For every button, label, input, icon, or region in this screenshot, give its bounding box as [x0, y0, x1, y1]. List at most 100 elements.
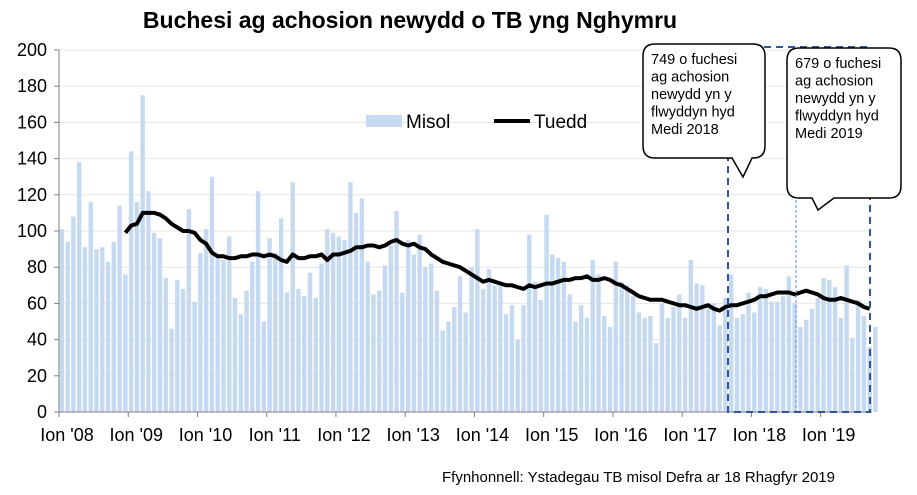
bar: [775, 301, 780, 412]
callout-bubble: [642, 43, 766, 179]
x-tick-label: Ion '09: [109, 425, 162, 445]
bar: [123, 274, 128, 412]
bar: [65, 241, 70, 412]
bar: [792, 303, 797, 412]
x-tick-label: Ion '19: [802, 425, 855, 445]
x-tick-label: Ion '10: [179, 425, 232, 445]
x-tick-label: Ion '16: [594, 425, 647, 445]
callout-text: 679 o fuchesi: [795, 56, 881, 72]
bar: [573, 321, 578, 412]
bar: [763, 288, 769, 412]
y-tick-label: 100: [17, 221, 47, 241]
bar: [642, 317, 647, 412]
bar: [469, 267, 474, 412]
y-tick-label: 200: [17, 40, 47, 60]
y-tick-label: 80: [27, 257, 47, 277]
bar: [855, 299, 861, 412]
bar: [602, 316, 607, 412]
bar: [238, 314, 243, 412]
bar: [88, 202, 93, 412]
bar: [411, 254, 417, 412]
bar: [700, 285, 705, 412]
callout-text: newydd yn y: [795, 91, 876, 107]
bar: [255, 191, 261, 412]
bar: [140, 95, 145, 412]
bar: [169, 328, 174, 412]
legend-label-tuedd: Tuedd: [534, 112, 587, 133]
bar: [492, 285, 497, 412]
x-tick-label: Ion '14: [456, 425, 509, 445]
bar: [100, 247, 105, 412]
x-tick-label: Ion '11: [249, 425, 301, 445]
bar: [578, 305, 584, 412]
bar: [619, 281, 624, 412]
bar: [198, 252, 203, 412]
bar: [353, 212, 359, 412]
bar: [215, 254, 220, 412]
bar: [359, 198, 365, 412]
bar: [377, 290, 382, 412]
bar: [694, 283, 699, 412]
bar: [146, 191, 151, 412]
callout-text: ag achosion: [651, 70, 729, 86]
bar: [175, 279, 180, 412]
bar: [590, 259, 595, 412]
y-tick-label: 0: [37, 402, 47, 422]
bar: [844, 265, 849, 412]
bar: [677, 294, 682, 412]
y-tick-label: 40: [27, 330, 47, 350]
bar: [873, 326, 878, 412]
bar: [515, 339, 520, 412]
bar: [203, 229, 209, 412]
y-tick-label: 120: [17, 185, 47, 205]
bar: [682, 317, 688, 412]
bar: [498, 285, 503, 412]
bar: [555, 258, 561, 412]
bar: [227, 236, 232, 412]
bar: [296, 288, 301, 412]
bar: [267, 238, 272, 412]
bar: [307, 272, 313, 412]
bar: [723, 297, 728, 412]
bar: [746, 292, 751, 412]
source-note: Ffynhonnell: Ystadegau TB misol Defra ar…: [442, 469, 835, 486]
bar: [244, 290, 249, 412]
bar: [313, 297, 318, 412]
bar: [94, 249, 99, 412]
bar: [665, 317, 670, 412]
bar: [417, 234, 422, 412]
bar: [705, 307, 711, 412]
bar: [163, 278, 168, 412]
bar: [786, 276, 792, 412]
bar: [105, 261, 111, 412]
bar: [821, 278, 826, 412]
bar: [613, 261, 619, 412]
bar: [861, 316, 867, 412]
bar: [544, 214, 549, 412]
bar: [509, 305, 515, 412]
bar: [717, 325, 722, 412]
bar: [400, 292, 405, 412]
bar: [475, 229, 480, 412]
bar: [388, 245, 393, 412]
bar: [209, 176, 215, 412]
bar: [740, 314, 745, 412]
bar: [584, 317, 590, 412]
bar: [434, 290, 440, 412]
bar: [290, 182, 295, 412]
bar: [330, 232, 336, 412]
bar: [625, 285, 630, 412]
bar: [180, 288, 186, 412]
bar: [752, 312, 757, 412]
callout-text: ag achosion: [795, 74, 873, 90]
bar: [757, 287, 763, 412]
bar: [734, 317, 740, 412]
bar: [342, 240, 347, 412]
legend-swatch-misol: [366, 115, 402, 127]
bar: [780, 296, 786, 412]
bar: [804, 319, 809, 412]
highlight-box: [727, 46, 871, 413]
